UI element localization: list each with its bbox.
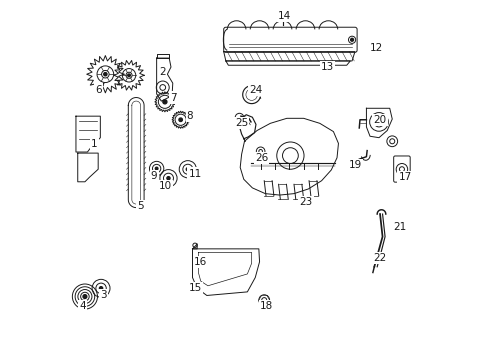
Text: 17: 17: [398, 172, 411, 182]
Text: 26: 26: [255, 153, 268, 163]
Text: 25: 25: [235, 118, 248, 128]
Circle shape: [155, 167, 158, 170]
Circle shape: [179, 118, 182, 121]
Text: 13: 13: [321, 62, 334, 72]
Text: 7: 7: [170, 93, 177, 103]
Text: 15: 15: [188, 283, 201, 293]
Text: 4: 4: [79, 301, 85, 311]
Circle shape: [127, 74, 130, 77]
Circle shape: [166, 177, 170, 180]
Text: 24: 24: [249, 85, 262, 95]
Text: 6: 6: [95, 85, 102, 95]
Circle shape: [350, 39, 353, 41]
Text: 10: 10: [158, 181, 171, 192]
Circle shape: [186, 168, 189, 171]
Text: 2: 2: [159, 67, 166, 77]
Text: 18: 18: [260, 301, 273, 311]
Text: 21: 21: [392, 222, 405, 232]
Text: 22: 22: [373, 253, 386, 263]
Text: 8: 8: [186, 111, 193, 121]
Circle shape: [103, 73, 107, 76]
Text: 3: 3: [101, 290, 107, 300]
Circle shape: [163, 100, 166, 104]
Text: 23: 23: [299, 197, 312, 207]
Text: 11: 11: [188, 168, 201, 179]
Text: 1: 1: [91, 139, 98, 149]
Text: 12: 12: [369, 43, 382, 53]
Text: 20: 20: [373, 115, 386, 125]
Text: 5: 5: [137, 201, 143, 211]
Circle shape: [83, 295, 87, 298]
Text: 9: 9: [150, 171, 157, 181]
Text: 19: 19: [347, 160, 361, 170]
Text: 14: 14: [278, 11, 291, 21]
Circle shape: [99, 287, 102, 290]
Text: 16: 16: [194, 257, 207, 267]
